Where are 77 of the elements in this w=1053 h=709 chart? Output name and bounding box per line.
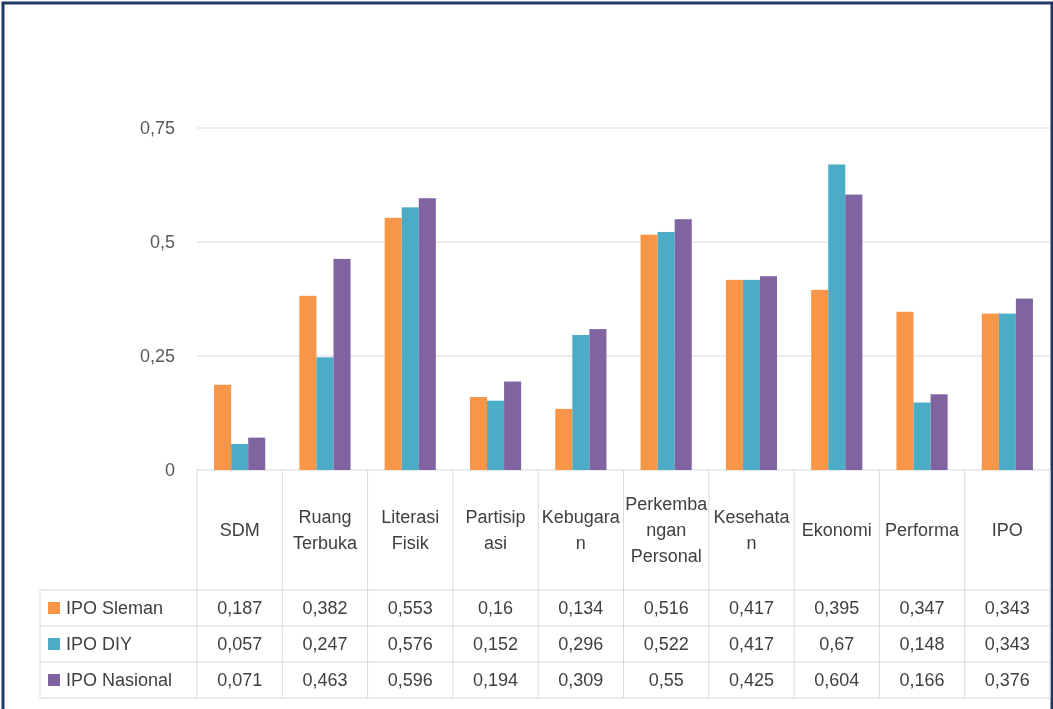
bar	[811, 289, 829, 470]
bar	[589, 329, 607, 470]
legend-label: IPO Sleman	[66, 598, 164, 619]
data-label: 0,16	[478, 598, 514, 619]
y-tick-label: 0,5	[149, 232, 175, 253]
y-tick-label: 0,75	[139, 118, 175, 139]
bar	[742, 279, 760, 470]
data-label: 0,425	[728, 670, 774, 691]
data-label: 0,553	[387, 598, 433, 619]
bar	[913, 402, 931, 470]
x-tick-label: Kesehatan	[713, 507, 791, 554]
data-label: 0,596	[387, 670, 433, 691]
y-tick-label: 0	[164, 460, 175, 481]
bar	[299, 295, 317, 470]
data-label: 0,463	[302, 670, 348, 691]
data-label: 0,071	[217, 670, 263, 691]
data-label: 0,152	[473, 634, 519, 655]
bar	[555, 408, 573, 470]
bar	[248, 437, 266, 470]
bar	[759, 276, 778, 470]
data-label: 0,148	[899, 634, 945, 655]
data-label: 0,576	[387, 634, 433, 655]
data-label: 0,382	[302, 598, 348, 619]
data-label: 0,376	[984, 670, 1030, 691]
data-label: 0,417	[728, 634, 774, 655]
bar	[333, 258, 351, 470]
data-label: 0,347	[899, 598, 945, 619]
data-label: 0,134	[558, 598, 604, 619]
x-tick-label: SDM	[219, 520, 260, 541]
bar	[231, 444, 249, 470]
data-label: 0,417	[728, 598, 774, 619]
bar	[418, 198, 436, 470]
data-label: 0,194	[473, 670, 519, 691]
bar	[384, 217, 402, 470]
bar	[981, 313, 999, 470]
x-tick-label: IPO	[991, 520, 1023, 541]
data-label: 0,516	[643, 598, 689, 619]
x-tick-label: Performa	[885, 520, 961, 541]
bar	[725, 279, 743, 470]
bar	[214, 384, 232, 470]
bar	[930, 394, 948, 470]
data-label: 0,522	[643, 634, 689, 655]
bar	[469, 397, 488, 470]
bar	[657, 231, 675, 470]
legend-label: IPO Nasional	[66, 670, 173, 691]
data-label: 0,247	[302, 634, 348, 655]
data-label: 0,309	[558, 670, 604, 691]
bar	[316, 357, 334, 470]
bar	[674, 219, 692, 470]
bar	[504, 381, 522, 470]
bar	[572, 335, 590, 470]
bar	[845, 194, 863, 470]
x-tick-label: Partisipasi	[465, 507, 526, 554]
x-tick-label: Literasi Fisik	[381, 507, 440, 554]
data-label: 0,296	[558, 634, 604, 655]
x-tick-label: Perkembangan Personal	[625, 494, 709, 567]
bar	[640, 234, 658, 470]
data-label: 0,343	[984, 598, 1030, 619]
bar	[998, 313, 1016, 470]
data-label: 0,67	[819, 634, 855, 655]
bar	[896, 311, 914, 470]
data-label: 0,55	[648, 670, 684, 691]
data-label: 0,057	[217, 634, 263, 655]
data-label: 0,187	[217, 598, 263, 619]
data-label: 0,166	[899, 670, 945, 691]
bar	[1015, 298, 1033, 470]
y-tick-label: 0,25	[139, 346, 175, 367]
bar	[401, 207, 419, 470]
x-tick-label: Kebugaran	[541, 507, 621, 554]
bar	[828, 164, 846, 470]
data-label: 0,395	[814, 598, 860, 619]
data-label: 0,604	[814, 670, 860, 691]
x-tick-label: Ruang Terbuka	[292, 507, 358, 554]
legend-label: IPO DIY	[66, 634, 133, 655]
bar	[487, 400, 505, 470]
x-tick-label: Ekonomi	[801, 520, 872, 541]
data-label: 0,343	[984, 634, 1030, 655]
